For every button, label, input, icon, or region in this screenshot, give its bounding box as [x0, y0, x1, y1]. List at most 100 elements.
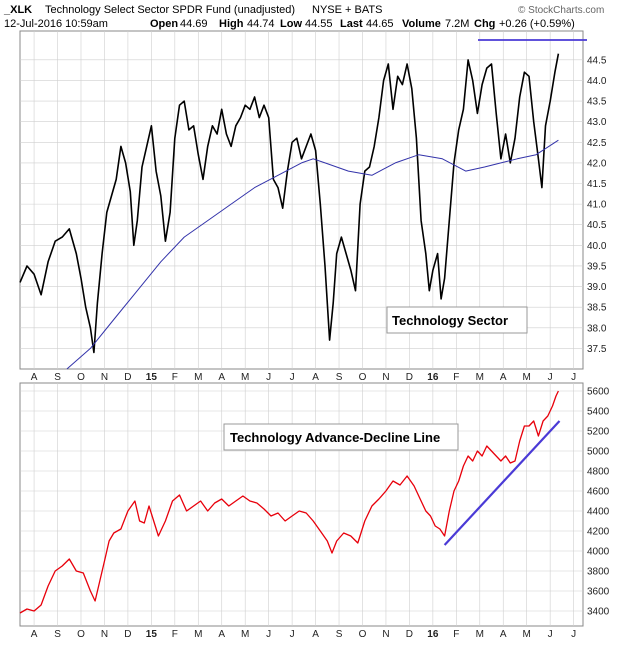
x-tick-label: J — [266, 629, 271, 640]
x-tick-label: J — [548, 629, 553, 640]
x-tick-label: M — [523, 372, 531, 383]
ticker-symbol: _XLK — [3, 4, 32, 16]
y-tick-label: 43.0 — [587, 117, 607, 128]
x-tick-label: D — [124, 629, 131, 640]
y-tick-label: 43.5 — [587, 97, 607, 108]
y-tick-label: 3400 — [587, 607, 610, 618]
y-tick-label: 38.5 — [587, 303, 607, 314]
x-tick-label: D — [406, 372, 413, 383]
y-tick-label: 37.5 — [587, 344, 607, 355]
low-label: Low — [280, 18, 302, 30]
price-line — [19, 53, 560, 354]
y-tick-label: 4400 — [587, 507, 610, 518]
x-tick-label: O — [359, 629, 367, 640]
high-value: 44.74 — [247, 18, 275, 30]
adline-annotation-box — [223, 423, 459, 451]
y-tick-label: 5600 — [587, 387, 610, 398]
volume-label: Volume — [402, 18, 441, 30]
x-tick-label: A — [218, 629, 225, 640]
x-tick-label: 15 — [146, 629, 158, 640]
x-tick-label: S — [336, 629, 343, 640]
adline-panel: A S O N D 15 F M A M J J A S O N D 16 F M A M J J 3400 3600 3800 4… — [19, 382, 610, 640]
open-label: Open — [150, 18, 178, 30]
x-tick-label: D — [124, 372, 131, 383]
moving-average-line — [66, 139, 559, 370]
x-tick-label: M — [194, 629, 202, 640]
y-tick-label: 4800 — [587, 467, 610, 478]
x-tick-label: J — [290, 629, 295, 640]
x-tick-label: A — [312, 372, 319, 383]
open-value: 44.69 — [180, 18, 208, 30]
x-tick-label: F — [172, 372, 178, 383]
x-tick-label: 16 — [427, 372, 439, 383]
x-tick-label: J — [571, 629, 576, 640]
last-value: 44.65 — [366, 18, 394, 30]
y-tick-label: 40.0 — [587, 241, 607, 252]
x-tick-label: A — [31, 629, 38, 640]
adline-line — [19, 390, 559, 614]
y-tick-label: 44.0 — [587, 76, 607, 87]
x-tick-label: M — [194, 372, 202, 383]
watermark: © StockCharts.com — [518, 5, 604, 16]
y-tick-label: 5400 — [587, 407, 610, 418]
y-tick-label: 41.0 — [587, 200, 607, 211]
x-tick-label: N — [382, 372, 389, 383]
y-tick-label: 41.5 — [587, 179, 607, 190]
x-tick-label: A — [31, 372, 38, 383]
price-annotation: Technology Sector — [392, 313, 508, 328]
y-tick-label: 39.5 — [587, 261, 607, 272]
x-tick-label: O — [77, 372, 85, 383]
support-trendline — [443, 420, 561, 546]
x-tick-label: A — [500, 372, 507, 383]
x-tick-label: O — [77, 629, 85, 640]
last-label: Last — [340, 18, 363, 30]
x-tick-label: 15 — [146, 372, 158, 383]
x-tick-label: J — [548, 372, 553, 383]
y-tick-label: 5000 — [587, 447, 610, 458]
fund-name: Technology Select Sector SPDR Fund (unad… — [45, 4, 295, 16]
x-tick-label: F — [172, 629, 178, 640]
high-label: High — [219, 18, 244, 30]
x-tick-label: N — [382, 629, 389, 640]
x-tick-label: A — [312, 629, 319, 640]
x-tick-label: S — [336, 372, 343, 383]
low-value: 44.55 — [305, 18, 333, 30]
x-tick-label: A — [500, 629, 507, 640]
chg-value: +0.26 (+0.59%) — [499, 18, 575, 30]
x-tick-label: F — [453, 372, 459, 383]
y-tick-label: 3600 — [587, 587, 610, 598]
y-tick-label: 38.0 — [587, 323, 607, 334]
x-tick-label: S — [54, 372, 61, 383]
datetime: 12-Jul-2016 10:59am — [4, 18, 108, 30]
y-tick-label: 3800 — [587, 567, 610, 578]
x-tick-label: M — [241, 372, 249, 383]
x-tick-label: S — [54, 629, 61, 640]
exchange: NYSE + BATS — [312, 4, 382, 16]
x-tick-label: 16 — [427, 629, 439, 640]
x-tick-label: M — [476, 629, 484, 640]
y-tick-label: 40.5 — [587, 220, 607, 231]
y-tick-label: 42.5 — [587, 138, 607, 149]
chg-label: Chg — [474, 18, 495, 30]
y-tick-label: 4600 — [587, 487, 610, 498]
x-tick-label: N — [101, 629, 108, 640]
adline-annotation: Technology Advance-Decline Line — [230, 430, 440, 445]
x-tick-label: M — [523, 629, 531, 640]
x-tick-label: M — [476, 372, 484, 383]
x-tick-label: J — [266, 372, 271, 383]
x-tick-label: J — [571, 372, 576, 383]
x-tick-label: F — [453, 629, 459, 640]
x-tick-label: D — [406, 629, 413, 640]
volume-value: 7.2M — [445, 18, 469, 30]
price-annotation-box — [386, 306, 528, 334]
y-tick-label: 4000 — [587, 547, 610, 558]
x-tick-label: M — [241, 629, 249, 640]
x-tick-label: N — [101, 372, 108, 383]
x-tick-label: J — [290, 372, 295, 383]
y-tick-label: 5200 — [587, 427, 610, 438]
price-panel: A S O N D 15 F M A M J J A S O N D 16 F M A M J J 37.5 38.0 38.5 3… — [19, 30, 607, 383]
y-tick-label: 4200 — [587, 527, 610, 538]
y-tick-label: 42.0 — [587, 158, 607, 169]
